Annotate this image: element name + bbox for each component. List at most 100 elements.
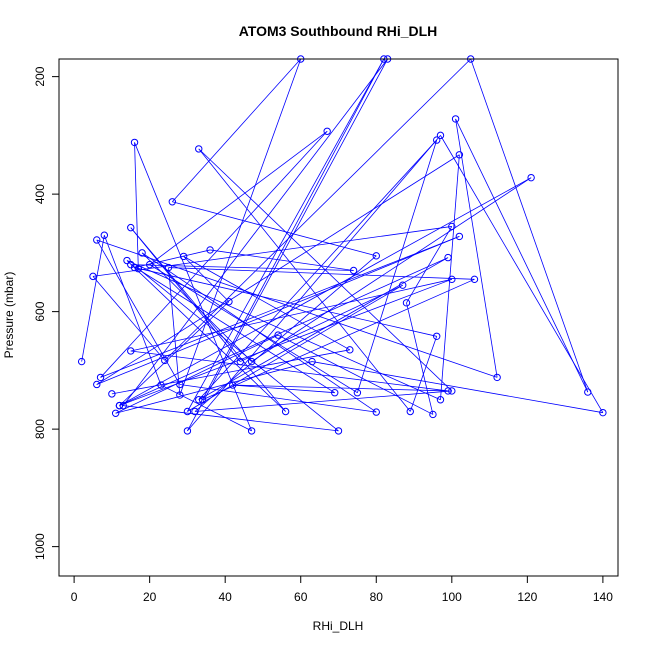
series-segment xyxy=(130,227,286,412)
data-point xyxy=(429,410,437,419)
series-segment xyxy=(130,278,452,352)
x-tick-label: 120 xyxy=(517,590,537,604)
data-point xyxy=(127,223,135,232)
series-segment xyxy=(168,267,181,396)
data-point xyxy=(353,389,362,397)
data-point xyxy=(225,297,233,306)
series-segment xyxy=(311,361,603,414)
series-segment xyxy=(409,336,438,412)
x-tick-label: 0 xyxy=(71,590,78,604)
series-segment xyxy=(183,256,230,302)
y-tick-label: 800 xyxy=(33,419,47,439)
data-point xyxy=(123,256,131,265)
data-point xyxy=(195,396,203,404)
x-tick-label: 60 xyxy=(294,590,308,604)
data-point xyxy=(274,331,282,339)
series-segment xyxy=(172,58,302,203)
data-point xyxy=(433,136,441,144)
data-point xyxy=(176,380,184,389)
series-segment xyxy=(198,257,449,401)
series-segment xyxy=(194,255,377,412)
data-point xyxy=(130,138,139,147)
series-segment xyxy=(122,58,388,406)
series-segment xyxy=(126,260,441,401)
series-segment xyxy=(251,177,532,362)
data-point xyxy=(176,391,184,399)
x-tick-label: 80 xyxy=(370,590,384,604)
data-point xyxy=(281,407,290,416)
data-point xyxy=(308,357,316,366)
x-tick-label: 40 xyxy=(219,590,233,604)
series-segment xyxy=(119,257,449,406)
data-point xyxy=(195,145,203,153)
y-axis: 200 400 600 800 1000 xyxy=(33,66,60,560)
series-segment xyxy=(92,226,452,277)
series-segment xyxy=(202,278,475,401)
data-point xyxy=(161,356,169,365)
data-point xyxy=(372,252,380,260)
series-segment xyxy=(96,154,460,385)
series-segment xyxy=(134,267,437,337)
data-point xyxy=(433,332,441,340)
series-segment xyxy=(357,139,438,393)
data-point xyxy=(206,246,214,254)
data-point xyxy=(108,390,116,398)
series-segment xyxy=(130,264,335,394)
series-segment xyxy=(115,334,279,414)
series-segment xyxy=(115,361,313,414)
data-point xyxy=(346,346,354,354)
data-point xyxy=(599,408,607,417)
y-tick-label: 600 xyxy=(33,301,47,321)
data-point xyxy=(77,357,86,366)
series-segment xyxy=(130,227,241,362)
data-point xyxy=(183,427,192,435)
series-segment xyxy=(406,302,434,415)
data-point xyxy=(229,381,237,389)
series-segment xyxy=(100,236,460,378)
series-segment xyxy=(440,135,604,413)
series-segment xyxy=(179,58,302,396)
x-tick-label: 100 xyxy=(442,590,462,604)
data-point xyxy=(168,198,177,206)
data-point xyxy=(399,281,407,289)
series-segment xyxy=(119,278,452,406)
data-point xyxy=(119,401,127,410)
series-segment xyxy=(119,177,532,406)
y-tick-label: 200 xyxy=(33,66,47,86)
data-point xyxy=(406,407,414,416)
data-point xyxy=(402,299,411,307)
data-point xyxy=(134,265,143,273)
data-point xyxy=(127,260,135,269)
data-point xyxy=(89,272,97,281)
data-point xyxy=(198,396,207,404)
data-point xyxy=(157,381,165,389)
series-segment xyxy=(130,264,354,271)
x-tick-label: 140 xyxy=(593,590,613,604)
data-point xyxy=(436,131,445,140)
data-point xyxy=(527,173,535,182)
series-segment xyxy=(126,260,286,412)
series-segment xyxy=(277,334,434,415)
x-tick-label: 20 xyxy=(143,590,157,604)
data-point xyxy=(100,231,109,239)
data-point xyxy=(138,249,146,257)
data-point xyxy=(455,151,464,159)
data-point xyxy=(331,389,339,397)
y-tick-label: 1000 xyxy=(33,533,47,560)
data-point xyxy=(470,275,479,284)
data-point xyxy=(111,409,120,417)
x-axis: 0 20 40 60 80 100 120 140 xyxy=(71,575,613,604)
series-segment xyxy=(138,268,339,432)
data-point xyxy=(93,236,101,244)
data-point xyxy=(115,401,124,410)
series-segment xyxy=(210,249,354,271)
series-segment xyxy=(119,301,230,406)
series-segment xyxy=(202,58,385,400)
series-segment xyxy=(168,267,475,280)
series-segment xyxy=(160,384,252,432)
data-point xyxy=(179,252,188,261)
data-point xyxy=(455,232,464,241)
data-point xyxy=(493,373,501,382)
data-point xyxy=(448,275,456,284)
